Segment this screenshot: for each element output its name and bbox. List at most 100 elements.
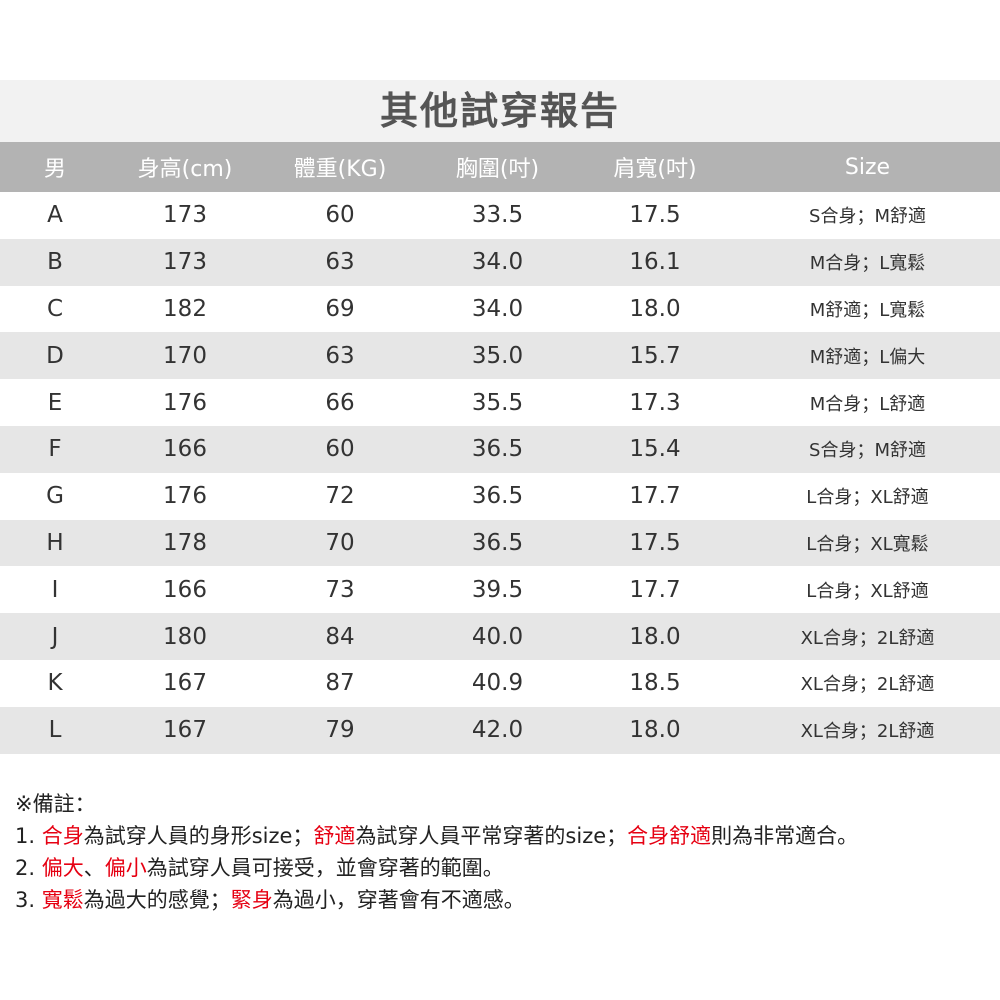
table-cell: 84 [325, 623, 355, 650]
table-cell: 72 [325, 483, 355, 510]
table-cell: 34.0 [471, 295, 524, 322]
highlight-term: 偏小 [104, 856, 147, 880]
table-row: G 176 72 36.5 17.7 L合身；XL舒適 [0, 473, 1000, 520]
column-header: 肩寬(吋) [613, 157, 697, 182]
table-cell: 176 [163, 483, 207, 510]
table-row: A 173 60 33.5 17.5 S合身；M舒適 [0, 192, 1000, 239]
table-cell: 39.5 [471, 576, 524, 603]
table-cell: 79 [325, 717, 355, 744]
table-cell: L [48, 717, 62, 744]
table-cell: 173 [163, 249, 207, 276]
note-line: 2. 偏大、偏小為試穿人員可接受，並會穿著的範圍。 [15, 852, 858, 884]
table-cell: 34.0 [471, 249, 524, 276]
table-cell: 18.0 [629, 623, 681, 650]
table-cell: M舒適；L偏大 [809, 346, 926, 368]
note-text: 1. [15, 824, 42, 848]
note-text: 為過大的感覺； [83, 888, 231, 912]
table-cell: 18.0 [629, 295, 681, 322]
table-cell: 17.5 [629, 529, 681, 556]
table-cell: C [46, 295, 64, 322]
highlight-term: 偏大 [41, 856, 84, 880]
table-cell: D [46, 342, 64, 369]
table-cell: H [46, 529, 64, 556]
table-cell: M合身；L寬鬆 [809, 253, 926, 275]
notes-heading: ※備註： [15, 792, 96, 816]
table-cell: 176 [163, 389, 207, 416]
table-cell: L合身；XL舒適 [806, 487, 929, 509]
highlight-term: 舒適 [313, 824, 356, 848]
table-cell: 17.3 [629, 389, 681, 416]
table-row: L 167 79 42.0 18.0 XL合身；2L舒適 [0, 706, 1000, 754]
header-row: 男 身高(cm) 體重(KG) 胸圍(吋) 肩寬(吋) Size [0, 142, 1000, 192]
table-cell: A [47, 202, 63, 229]
table-cell: 69 [325, 295, 355, 322]
table-cell: B [47, 249, 63, 276]
table-cell: S合身；M舒適 [809, 206, 926, 228]
note-text: 為試穿人員可接受，並會穿著的範圍。 [146, 856, 504, 880]
note-text: 2. [15, 856, 42, 880]
table-cell: 15.7 [629, 342, 681, 369]
table-cell: 73 [325, 576, 355, 603]
note-line: 3. 寬鬆為過大的感覺；緊身為過小，穿著會有不適感。 [15, 884, 858, 916]
table-cell: 17.5 [629, 202, 681, 229]
table-cell: 60 [325, 202, 355, 229]
table-cell: 173 [163, 202, 207, 229]
table-cell: I [51, 576, 59, 603]
table-cell: 166 [163, 576, 207, 603]
table-row: K 167 87 40.9 18.5 XL合身；2L舒適 [0, 660, 1000, 707]
table-row: D 170 63 35.0 15.7 M舒適；L偏大 [0, 332, 1000, 380]
table-cell: 170 [163, 342, 207, 369]
table-row: F 166 60 36.5 15.4 S合身；M舒適 [0, 425, 1000, 473]
table-cell: L合身；XL舒適 [806, 580, 929, 602]
table-cell: XL合身；2L舒適 [800, 627, 935, 649]
table-cell: 18.5 [629, 670, 681, 697]
table-cell: 182 [163, 295, 207, 322]
table-row: C 182 69 34.0 18.0 M舒適；L寬鬆 [0, 286, 1000, 333]
highlight-term: 緊身 [230, 888, 273, 912]
table-cell: E [47, 389, 63, 416]
table-cell: 166 [163, 436, 207, 463]
table-cell: L合身；XL寬鬆 [806, 533, 929, 555]
page-title: 其他試穿報告 [0, 80, 1000, 142]
table-cell: S合身；M舒適 [809, 440, 926, 462]
table-cell: 66 [325, 389, 355, 416]
table-cell: 70 [325, 529, 355, 556]
note-text: 則為非常適合。 [711, 824, 859, 848]
table-row: E 176 66 35.5 17.3 M合身；L舒適 [0, 379, 1000, 426]
table-cell: K [47, 670, 63, 697]
table-cell: 35.0 [471, 342, 524, 369]
table-cell: 33.5 [471, 202, 524, 229]
table-cell: 40.9 [471, 670, 524, 697]
table-cell: 63 [325, 249, 355, 276]
table-cell: 167 [163, 670, 207, 697]
highlight-term: 合身舒適 [627, 824, 712, 848]
column-header: Size [844, 154, 891, 180]
table-cell: J [51, 623, 59, 650]
column-header: 體重(KG) [293, 157, 387, 182]
note-text: 、 [83, 856, 105, 880]
note-text: 3. [15, 888, 42, 912]
table-row: I 166 73 39.5 17.7 L合身；XL舒適 [0, 566, 1000, 613]
table-cell: XL合身；2L舒適 [800, 721, 935, 743]
highlight-term: 合身 [41, 824, 84, 848]
table-row: B 173 63 34.0 16.1 M合身；L寬鬆 [0, 238, 1000, 286]
column-header: 胸圍(吋) [455, 157, 540, 182]
table-cell: 40.0 [471, 623, 524, 650]
note-line: 1. 合身為試穿人員的身形size；舒適為試穿人員平常穿著的size；合身舒適則… [15, 820, 858, 852]
table-cell: XL合身；2L舒適 [800, 674, 935, 696]
table-cell: M舒適；L寬鬆 [809, 299, 926, 321]
table-cell: G [46, 483, 64, 510]
table-cell: 16.1 [629, 249, 681, 276]
note-text: 為試穿人員的身形size； [83, 824, 314, 848]
table-cell: 180 [163, 623, 207, 650]
highlight-term: 寬鬆 [41, 888, 84, 912]
table-cell: 42.0 [471, 717, 524, 744]
table-cell: F [48, 436, 62, 463]
table-cell: 167 [163, 717, 207, 744]
table-cell: 60 [325, 436, 355, 463]
table-cell: 36.5 [471, 529, 524, 556]
table-cell: 15.4 [629, 436, 681, 463]
table-cell: 87 [325, 670, 355, 697]
note-text: 為過小，穿著會有不適感。 [272, 888, 525, 912]
column-header: 男 [43, 157, 66, 182]
